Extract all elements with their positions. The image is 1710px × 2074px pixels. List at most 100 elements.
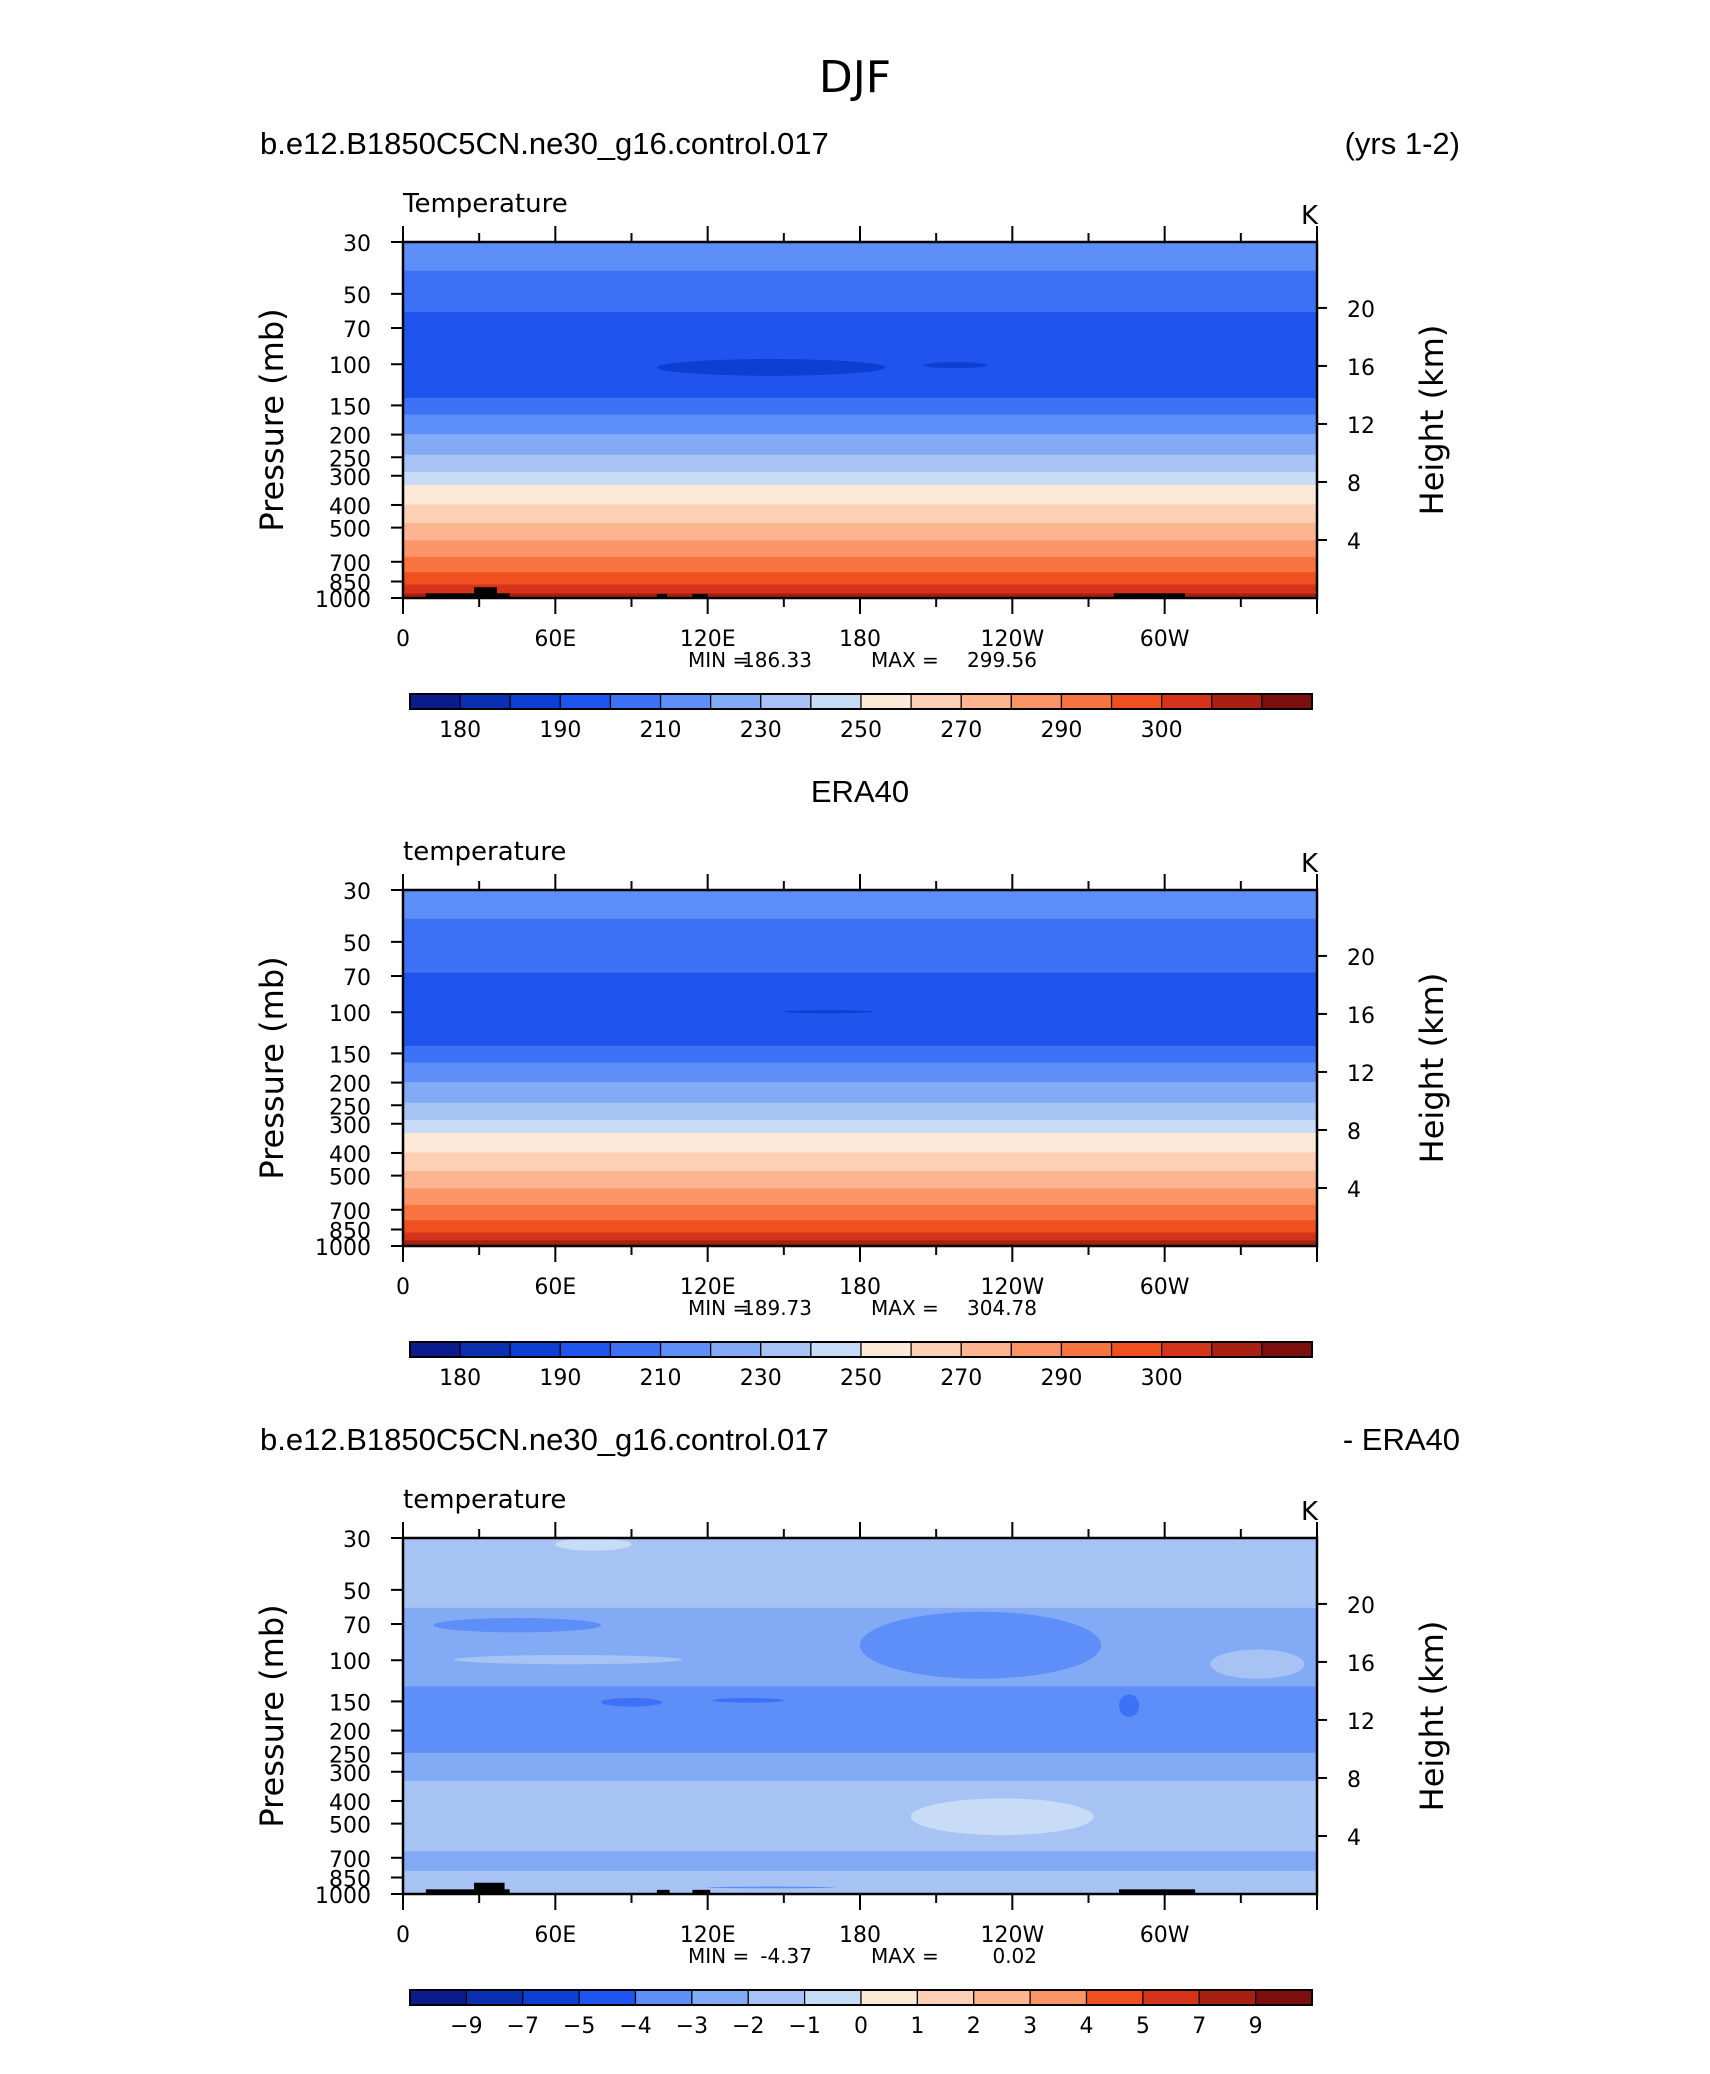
- colorbar-cell: [634, 1989, 693, 2006]
- colorbar-cell: [1060, 1341, 1113, 1358]
- height-tick-label: 16: [1347, 1652, 1375, 1677]
- contour-band: [403, 1851, 1317, 1872]
- contour-feature: [433, 1618, 602, 1633]
- colorbar-label: 190: [539, 1366, 581, 1391]
- topography-block: [1113, 593, 1185, 598]
- y-tick-label: 50: [343, 932, 371, 957]
- y-axis-label: Pressure (mb): [253, 956, 291, 1179]
- colorbar-cell: [578, 1989, 637, 2006]
- contour-feature: [1118, 1694, 1140, 1718]
- x-tick-label: 60E: [534, 1923, 576, 1948]
- height-tick-label: 8: [1347, 1768, 1361, 1793]
- y-tick-label: 250: [329, 447, 371, 472]
- stat-min-label: MIN =: [688, 648, 749, 672]
- topography-block: [504, 1889, 510, 1894]
- colorbar-cell: [522, 1989, 580, 2006]
- colorbar-label: 7: [1192, 2014, 1206, 2039]
- contour-feature: [423, 1871, 459, 1879]
- colorbar-cell: [860, 1989, 918, 2006]
- x-tick-label: 120E: [680, 1275, 736, 1300]
- stat-min-value: 186.33: [742, 648, 812, 672]
- y-axis-label-right: Height (km): [1413, 973, 1451, 1164]
- y-tick-label: 400: [329, 495, 371, 520]
- contour-band: [403, 311, 1317, 399]
- contour-band: [403, 1780, 1317, 1853]
- contour-feature: [656, 359, 886, 376]
- x-tick-label: 120E: [680, 627, 736, 652]
- y-tick-label: 400: [329, 1791, 371, 1816]
- colorbar-cell: [1261, 693, 1313, 710]
- units-label: K: [1301, 1497, 1319, 1527]
- contour-feature: [783, 1010, 873, 1014]
- y-tick-label: 30: [343, 232, 371, 257]
- x-tick-label: 180: [839, 1923, 881, 1948]
- stat-max-label: MAX =: [871, 648, 939, 672]
- colorbar-cell: [760, 1341, 812, 1358]
- colorbar-cell: [747, 1989, 806, 2006]
- colorbar-cell: [810, 693, 862, 710]
- x-tick-label: 0: [396, 627, 410, 652]
- colorbar-cell: [559, 693, 612, 710]
- colorbar-cell: [960, 693, 1012, 710]
- colorbar-cell: [860, 1341, 912, 1358]
- panel-left-title: b.e12.B1850C5CN.ne30_g16.control.017: [260, 126, 829, 161]
- y-tick-label: 70: [343, 966, 371, 991]
- units-label: K: [1301, 201, 1319, 231]
- stat-max-label: MAX =: [871, 1296, 939, 1320]
- panel-3: b.e12.B1850C5CN.ne30_g16.control.017 - ER…: [253, 1422, 1460, 2039]
- colorbar-frame: [409, 693, 1313, 710]
- colorbar-cell: [1010, 1341, 1063, 1358]
- y-tick-label: 700: [329, 552, 371, 577]
- contour-band: [403, 918, 1317, 974]
- contour-feature: [712, 1697, 784, 1703]
- y-tick-label: 30: [343, 880, 371, 905]
- stat-min-label: MIN =: [688, 1296, 749, 1320]
- colorbar-cell: [509, 1341, 561, 1358]
- y-tick-label: 150: [329, 395, 371, 420]
- contour-band: [403, 1170, 1317, 1190]
- contour-band: [403, 1659, 1317, 1688]
- panel-left-title: b.e12.B1850C5CN.ne30_g16.control.017: [260, 1422, 829, 1457]
- topography-block: [692, 593, 708, 598]
- colorbar-label: 290: [1040, 1366, 1082, 1391]
- y-tick-label: 250: [329, 1095, 371, 1120]
- y-tick-label: 150: [329, 1691, 371, 1716]
- colorbar-cell: [910, 1341, 962, 1358]
- x-tick-label: 60E: [534, 1275, 576, 1300]
- x-tick-label: 180: [839, 1275, 881, 1300]
- colorbar-label: 290: [1040, 718, 1082, 743]
- topography-block: [656, 593, 668, 598]
- colorbar-label: 210: [640, 718, 682, 743]
- contour-feature: [453, 1655, 683, 1665]
- colorbar-cell: [1110, 1341, 1163, 1358]
- figure-title: DJF: [819, 52, 891, 103]
- topography-block: [474, 587, 497, 598]
- topography-block: [656, 1889, 670, 1894]
- y-tick-label: 100: [329, 1002, 371, 1027]
- contour-band: [403, 1538, 1317, 1609]
- y-tick-label: 500: [329, 1814, 371, 1839]
- colorbar-frame: [409, 1989, 1313, 2006]
- variable-label: temperature: [403, 1485, 566, 1515]
- colorbar-cell: [465, 1989, 524, 2006]
- contour-band: [403, 1204, 1317, 1222]
- contour-band: [403, 454, 1317, 473]
- panels: b.e12.B1850C5CN.ne30_g16.control.017 (yrs…: [253, 126, 1460, 2039]
- contour-feature: [923, 362, 987, 369]
- panel-center-title: ERA40: [811, 774, 909, 809]
- colorbar-label: −2: [732, 2014, 764, 2039]
- contour-band: [403, 1132, 1317, 1154]
- height-tick-label: 20: [1347, 298, 1375, 323]
- y-tick-label: 300: [329, 466, 371, 491]
- y-tick-label: 70: [343, 318, 371, 343]
- topography-block: [425, 1889, 475, 1894]
- contour-band: [403, 397, 1317, 416]
- contour-feature: [601, 1697, 662, 1707]
- colorbar-cell: [760, 693, 812, 710]
- colorbar-cell: [860, 693, 912, 710]
- contour-band: [403, 1062, 1317, 1084]
- y-tick-label: 850: [329, 1868, 371, 1893]
- colorbar-cell: [691, 1989, 749, 2006]
- stat-max-label: MAX =: [871, 1944, 939, 1968]
- colorbar-cell: [1010, 693, 1063, 710]
